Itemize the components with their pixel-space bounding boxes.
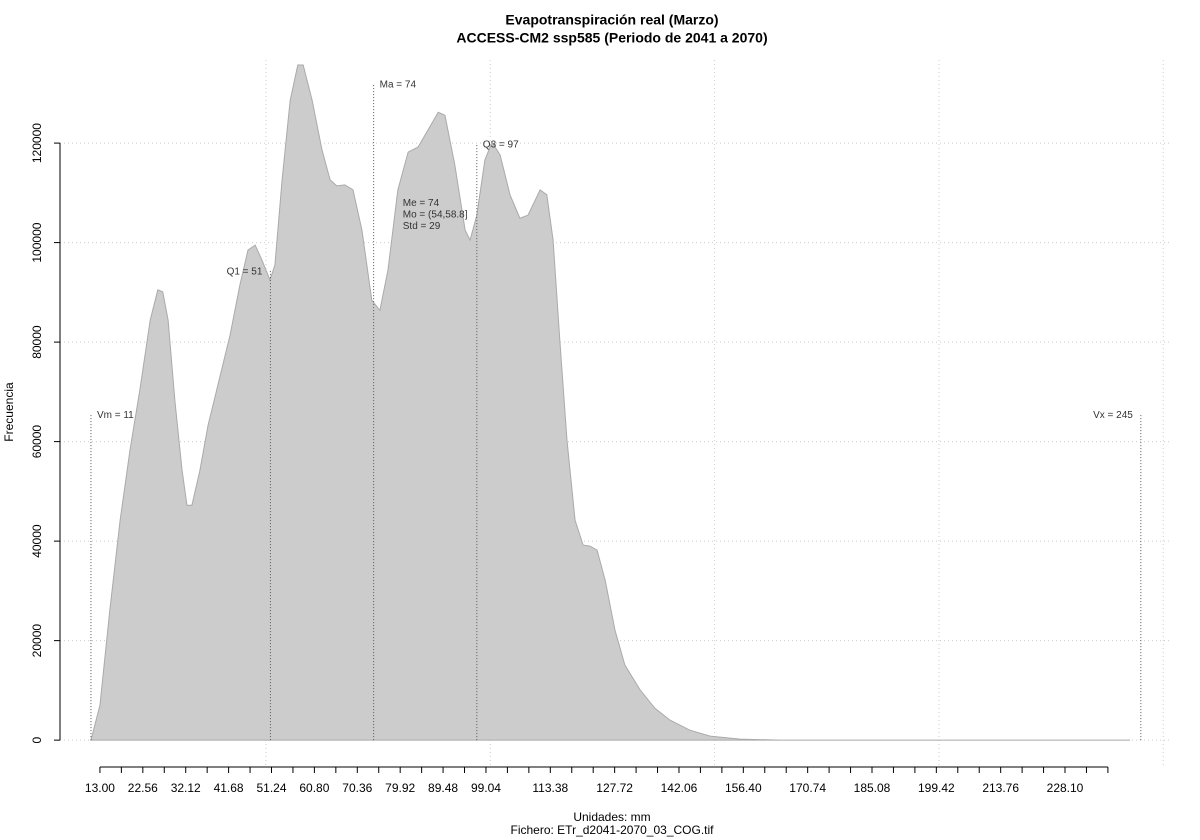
stat-label: Vm = 11 — [97, 410, 134, 421]
stat-text: Mo = (54,58.8] — [403, 209, 468, 220]
y-tick-label: 40000 — [30, 524, 44, 558]
x-tick-label: 99.04 — [471, 781, 501, 795]
y-tick-label: 100000 — [30, 222, 44, 262]
chart-subtitle: ACCESS-CM2 ssp585 (Periodo de 2041 a 207… — [456, 30, 767, 46]
stat-text: Std = 29 — [403, 221, 441, 232]
x-tick-label: 60.80 — [299, 781, 329, 795]
x-tick-label: 70.36 — [342, 781, 372, 795]
stat-label: Q3 = 97 — [483, 140, 519, 151]
y-tick-label: 60000 — [30, 425, 44, 459]
caption: Fichero: ETr_d2041-2070_03_COG.tif — [511, 823, 715, 837]
x-axis-label: Unidades: mm — [573, 810, 650, 824]
x-tick-label: 127.72 — [596, 781, 633, 795]
chart-title: Evapotranspiración real (Marzo) — [505, 12, 718, 28]
x-tick-label: 185.08 — [854, 781, 891, 795]
y-tick-label: 0 — [30, 736, 44, 743]
stat-text: Me = 74 — [403, 198, 440, 209]
x-tick-label: 213.76 — [982, 781, 1019, 795]
x-tick-label: 32.12 — [171, 781, 201, 795]
x-tick-label: 22.56 — [128, 781, 158, 795]
x-tick-label: 228.10 — [1047, 781, 1084, 795]
x-tick-label: 156.40 — [725, 781, 762, 795]
x-tick-label: 51.24 — [256, 781, 286, 795]
x-tick-label: 89.48 — [428, 781, 458, 795]
x-tick-label: 170.74 — [789, 781, 826, 795]
x-tick-label: 13.00 — [85, 781, 115, 795]
y-tick-label: 80000 — [30, 325, 44, 359]
x-tick-label: 113.38 — [532, 781, 568, 795]
x-tick-label: 142.06 — [661, 781, 698, 795]
stat-label: Vx = 245 — [1093, 410, 1133, 421]
stat-label: Q1 = 51 — [227, 267, 263, 278]
x-tick-label: 41.68 — [214, 781, 244, 795]
y-axis-label: Frecuencia — [2, 382, 16, 442]
y-tick-label: 20000 — [30, 624, 44, 658]
y-tick-label: 120000 — [30, 123, 44, 163]
stat-label: Ma = 74 — [380, 80, 417, 91]
density-area — [90, 64, 1131, 741]
x-tick-label: 199.42 — [918, 781, 955, 795]
x-tick-label: 79.92 — [385, 781, 415, 795]
